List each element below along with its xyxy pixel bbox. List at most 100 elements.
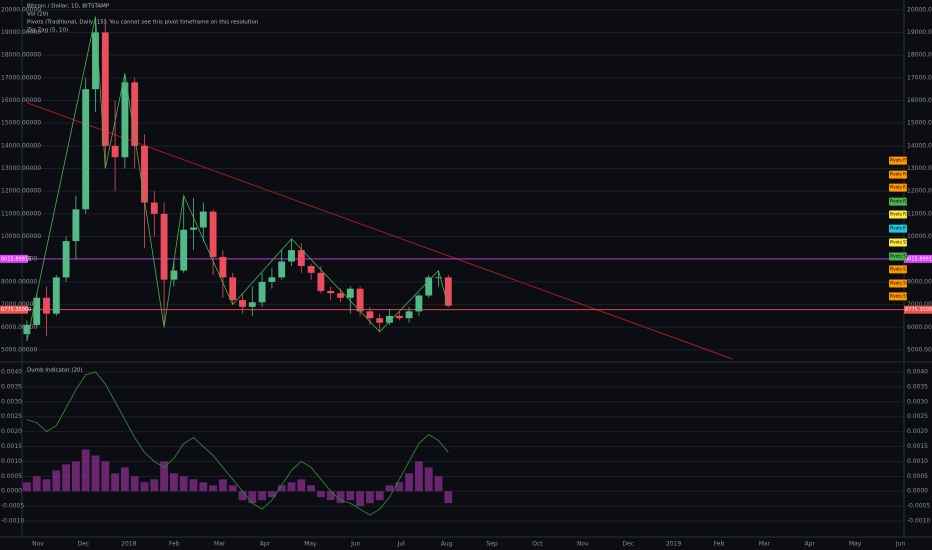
y-tick-label-left: 16000.00000 xyxy=(1,97,41,104)
histogram-bar xyxy=(140,482,149,492)
y-tick-label-left: 18000.00000 xyxy=(1,52,41,59)
histogram-bar xyxy=(91,455,100,492)
candle-body xyxy=(395,315,403,319)
candle-body xyxy=(131,82,139,146)
y-tick-label: -0.0005 xyxy=(907,503,930,510)
x-tick-label: Mar xyxy=(214,541,226,548)
pivot-label: Pivots S1 xyxy=(890,239,909,244)
x-tick-label: Dec xyxy=(622,541,634,548)
histogram-bar xyxy=(62,464,71,492)
x-tick-label: Apr xyxy=(805,541,816,548)
x-tick-label: May xyxy=(304,541,317,548)
candle-body xyxy=(170,270,178,280)
candle-body xyxy=(160,213,168,280)
y-tick-label: 13000.00000 xyxy=(907,165,932,172)
x-tick-label: Nov xyxy=(577,541,589,548)
y-tick-label: 16000.00000 xyxy=(907,97,932,104)
histogram-bar xyxy=(326,491,335,501)
histogram-bar xyxy=(120,467,129,492)
y-tick-label-left: 14000.00000 xyxy=(1,142,41,149)
histogram-bar xyxy=(346,491,355,501)
pivot-tag xyxy=(889,292,907,301)
y-tick-label-left: 12000.00000 xyxy=(1,188,41,195)
plot-area xyxy=(22,16,904,516)
y-tick-label: -0.0010 xyxy=(907,518,930,525)
y-tick-label-left: 17000.00000 xyxy=(1,74,41,81)
histogram-bar xyxy=(434,476,443,492)
x-tick-label: Jun xyxy=(350,541,361,548)
histogram-bar xyxy=(130,476,139,492)
y-tick-label-left: -0.0005 xyxy=(1,503,24,510)
candle-body xyxy=(444,277,452,306)
chart-title: Bitcoin / Dollar, 1D, BITSTAMP xyxy=(27,4,110,10)
candle-body xyxy=(229,277,237,301)
pivot-label: Pivots R1 xyxy=(890,212,909,217)
y-tick-label-left: 20000.00000 xyxy=(1,6,41,13)
y-tick-label: 20000.00000 xyxy=(907,6,932,13)
y-tick-label-left: 19000.00000 xyxy=(1,29,41,36)
candle-body xyxy=(23,324,31,335)
histogram-bar xyxy=(101,461,110,492)
histogram-bar xyxy=(287,482,296,492)
candle-body xyxy=(141,145,148,203)
candle-body xyxy=(239,300,246,307)
price-label-right: 9015.89915 xyxy=(905,256,932,262)
histogram-bar xyxy=(22,482,31,492)
histogram-bar xyxy=(81,449,90,492)
candle-body xyxy=(121,82,129,158)
histogram-bar xyxy=(385,485,394,492)
candle-body xyxy=(415,295,423,312)
y-tick-label: 6000.00000 xyxy=(907,324,932,331)
histogram-bar xyxy=(32,476,41,492)
y-tick-label-left: 13000.00000 xyxy=(1,165,41,172)
y-tick-label: 0.0025 xyxy=(907,413,928,420)
y-tick-label-left: 5000.00000 xyxy=(1,346,37,353)
indicator-label: Pivots (Traditional, Daily, 15): You can… xyxy=(27,20,259,26)
pivot-tag xyxy=(889,170,907,179)
histogram-bar xyxy=(209,485,218,492)
zigzag xyxy=(26,16,449,341)
y-tick-label-left: 11000.00000 xyxy=(1,210,41,217)
x-tick-label: Dec xyxy=(78,541,90,548)
pivot-tag xyxy=(889,183,907,192)
histogram-bar xyxy=(52,470,61,492)
candle-body xyxy=(72,209,80,242)
pivot-tag xyxy=(889,279,907,288)
histogram-bar xyxy=(258,491,267,501)
histogram-bar xyxy=(218,479,227,492)
histogram-bar xyxy=(111,473,120,492)
histogram-bar xyxy=(297,479,306,492)
candle-body xyxy=(288,250,295,262)
x-tick-label: Jun xyxy=(895,541,906,548)
indicator-title: Dumb Indicator (20) xyxy=(27,368,83,374)
pivot-label: Pivots R5 xyxy=(890,158,909,163)
price-label-left: 6775.35000 xyxy=(1,307,31,313)
price-label-left-bg xyxy=(0,305,28,314)
histogram-bar xyxy=(444,491,453,504)
price-label-right-bg xyxy=(904,305,932,314)
pivot-tag xyxy=(889,197,907,206)
y-tick-label: 0.0040 xyxy=(907,368,928,375)
price-label-right: 6775.35000 xyxy=(905,307,932,313)
pivot-label: Pivots S4 xyxy=(890,280,909,285)
histogram-bar xyxy=(189,479,198,492)
grid xyxy=(22,9,904,522)
y-tick-label: 10000.00000 xyxy=(907,233,932,240)
pivot-tag xyxy=(889,252,907,261)
x-tick-label: Nov xyxy=(32,541,44,548)
candle-body xyxy=(150,202,158,214)
histogram-bar xyxy=(365,491,374,504)
candle-body xyxy=(92,32,99,90)
y-tick-label: 0.0030 xyxy=(907,398,928,405)
candle-body xyxy=(62,241,70,278)
candle-body xyxy=(356,288,364,312)
y-tick-label: 0.0035 xyxy=(907,383,928,390)
pivot-label: Pivots P xyxy=(890,226,906,231)
y-tick-label: 17000.00000 xyxy=(907,74,932,81)
pivot-label: Pivots S2 xyxy=(890,254,909,259)
x-tick-label: Oct xyxy=(532,541,543,548)
pivot-label: Pivots R3 xyxy=(890,185,909,190)
y-tick-label: 14000.00000 xyxy=(907,142,932,149)
